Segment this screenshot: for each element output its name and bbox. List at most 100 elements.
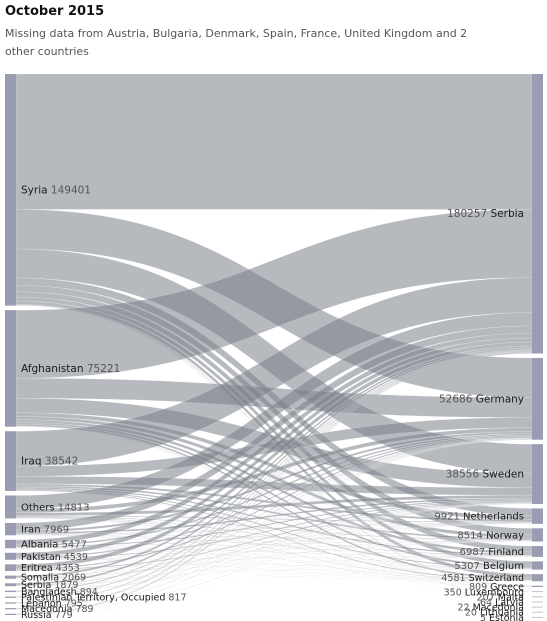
target-label: 22 Macedonia xyxy=(457,603,524,614)
source-node[interactable] xyxy=(5,583,16,587)
target-label-name: Belgium xyxy=(483,561,524,572)
source-node[interactable] xyxy=(5,575,16,579)
source-label: Pakistan 4539 xyxy=(21,552,88,563)
source-node[interactable] xyxy=(5,613,16,615)
source-label: Macedonia 789 xyxy=(21,604,94,615)
target-label-value: 5307 xyxy=(454,561,483,572)
target-node[interactable] xyxy=(532,601,543,603)
source-label: Serbia 1879 xyxy=(21,580,78,591)
source-label: Palestinian Territory, Occupied 817 xyxy=(21,593,187,604)
target-node[interactable] xyxy=(532,606,543,608)
target-label-name: Lithuania xyxy=(480,608,524,619)
target-label-name: Norway xyxy=(486,530,524,541)
source-label-name: Albania xyxy=(21,540,58,551)
target-label-value: 4581 xyxy=(441,573,468,584)
target-node[interactable] xyxy=(532,585,543,587)
target-label-name: Greece xyxy=(490,582,524,593)
source-node[interactable] xyxy=(5,74,16,306)
source-node[interactable] xyxy=(5,602,16,604)
target-node[interactable] xyxy=(532,546,543,557)
source-label-name: Iraq xyxy=(21,456,42,468)
target-label: 6987 Finland xyxy=(460,547,524,558)
target-label-value: 809 xyxy=(469,582,490,593)
source-label: Afghanistan 75221 xyxy=(21,363,120,375)
source-label-value: 4353 xyxy=(53,563,80,574)
source-label-name: Somalia xyxy=(21,573,59,584)
source-node[interactable] xyxy=(5,431,16,491)
target-label-value: 20 xyxy=(465,608,480,619)
target-node[interactable] xyxy=(532,357,543,440)
target-label: 38556 Sweden xyxy=(446,469,524,481)
source-node[interactable] xyxy=(5,608,16,610)
chart-subtitle: Missing data from Austria, Bulgaria, Den… xyxy=(5,27,468,58)
source-label: Others 14813 xyxy=(21,502,90,513)
source-label: Lebanon 795 xyxy=(21,598,83,609)
target-label-value: 8514 xyxy=(457,530,486,541)
source-node[interactable] xyxy=(5,552,16,560)
sankey-link xyxy=(15,503,533,616)
target-label-name: Latvia xyxy=(495,597,524,608)
source-label-value: 1879 xyxy=(51,580,78,591)
target-label-value: 207 xyxy=(477,592,498,603)
sankey-link xyxy=(15,352,533,615)
target-label-name: Serbia xyxy=(491,208,524,220)
source-label-value: 817 xyxy=(165,593,186,604)
target-node[interactable] xyxy=(532,596,543,598)
target-label: 809 Greece xyxy=(469,582,524,593)
source-label-value: 38542 xyxy=(42,456,79,468)
source-label-value: 894 xyxy=(77,587,98,598)
source-label-name: Syria xyxy=(21,184,48,196)
sankey-link xyxy=(15,73,533,210)
source-label-value: 14813 xyxy=(55,502,90,513)
source-label: Eritrea 4353 xyxy=(21,563,80,574)
sankey-labels: Syria 149401 Afghanistan 75221 Iraq 38542 O… xyxy=(21,184,524,621)
sankey-links xyxy=(15,73,533,616)
source-label-value: 149401 xyxy=(48,184,91,196)
source-label: Iran 7969 xyxy=(21,525,69,536)
target-label: 20 Lithuania xyxy=(465,608,524,619)
source-label-value: 2069 xyxy=(59,573,86,584)
target-label: 5 Estonia xyxy=(480,613,524,621)
source-label: Somalia 2069 xyxy=(21,573,86,584)
target-node[interactable] xyxy=(532,444,543,504)
target-node[interactable] xyxy=(532,561,543,570)
source-label-value: 4539 xyxy=(61,552,88,563)
target-label-name: Sweden xyxy=(483,469,525,481)
source-node[interactable] xyxy=(5,310,16,427)
target-label-value: 350 xyxy=(444,587,465,598)
target-label-value: 52686 xyxy=(439,393,476,405)
target-node[interactable] xyxy=(532,528,543,542)
sankey-link xyxy=(15,439,533,615)
target-node[interactable] xyxy=(532,591,543,593)
target-label-value: 180257 xyxy=(447,208,490,220)
source-node[interactable] xyxy=(5,495,16,519)
source-node[interactable] xyxy=(5,590,16,593)
source-label-name: Bangladesh xyxy=(21,587,77,598)
source-label: Russia 779 xyxy=(21,610,73,621)
source-label-name: Palestinian Territory, Occupied xyxy=(21,593,165,604)
target-node[interactable] xyxy=(532,616,543,618)
source-node[interactable] xyxy=(5,564,16,572)
source-label-value: 795 xyxy=(62,598,83,609)
source-label-name: Iran xyxy=(21,525,41,536)
source-node[interactable] xyxy=(5,539,16,549)
source-label-name: Eritrea xyxy=(21,563,53,574)
target-node[interactable] xyxy=(532,574,543,582)
source-label-name: Lebanon xyxy=(21,598,62,609)
source-node[interactable] xyxy=(5,522,16,536)
source-label-name: Pakistan xyxy=(21,552,61,563)
target-label: 4581 Switzerland xyxy=(441,573,524,584)
target-label-value: 9921 xyxy=(434,512,463,523)
target-node[interactable] xyxy=(532,611,543,613)
target-label-value: 5 xyxy=(480,613,489,621)
target-label-name: Switzerland xyxy=(469,573,524,584)
target-label: 5307 Belgium xyxy=(454,561,524,572)
source-node[interactable] xyxy=(5,596,16,598)
target-label-value: 64 xyxy=(480,597,495,608)
target-node[interactable] xyxy=(532,508,543,524)
target-label-value: 38556 xyxy=(446,469,483,481)
target-label-name: Malta xyxy=(498,592,524,603)
target-node[interactable] xyxy=(532,74,543,354)
source-label-name: Serbia xyxy=(21,580,51,591)
target-label-name: Finland xyxy=(488,547,524,558)
